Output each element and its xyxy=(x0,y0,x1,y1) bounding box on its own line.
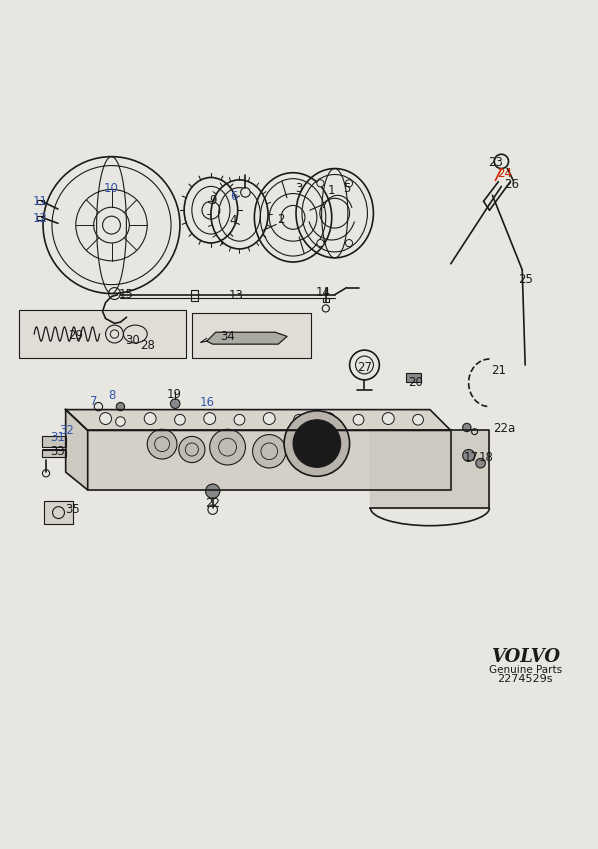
Text: Genuine Parts: Genuine Parts xyxy=(489,665,562,675)
Circle shape xyxy=(296,434,326,464)
Bar xyxy=(406,373,421,382)
Circle shape xyxy=(463,449,475,461)
Text: 27: 27 xyxy=(357,361,372,374)
Text: 6: 6 xyxy=(230,190,237,203)
Polygon shape xyxy=(207,332,287,344)
Text: 15: 15 xyxy=(119,289,134,301)
Text: 31: 31 xyxy=(50,431,65,444)
Circle shape xyxy=(382,413,394,424)
Text: 4: 4 xyxy=(230,214,237,227)
Circle shape xyxy=(100,413,111,424)
Circle shape xyxy=(476,458,486,468)
Circle shape xyxy=(284,411,350,476)
Circle shape xyxy=(106,325,123,343)
Circle shape xyxy=(94,402,103,411)
Text: 30: 30 xyxy=(125,334,140,347)
Circle shape xyxy=(293,419,341,467)
Bar xyxy=(323,298,329,302)
Circle shape xyxy=(147,430,177,459)
Bar xyxy=(191,290,198,301)
Text: 2274529s: 2274529s xyxy=(498,674,553,684)
Bar xyxy=(44,501,73,525)
Text: 9: 9 xyxy=(209,194,216,207)
Bar xyxy=(192,313,311,357)
Text: 11: 11 xyxy=(32,194,48,208)
Text: 5: 5 xyxy=(343,182,350,194)
Circle shape xyxy=(115,417,125,426)
Text: 14: 14 xyxy=(315,286,330,299)
Text: 17: 17 xyxy=(464,451,479,464)
Ellipse shape xyxy=(123,325,147,343)
Circle shape xyxy=(170,399,180,408)
Text: 2: 2 xyxy=(277,212,285,226)
Polygon shape xyxy=(66,409,88,490)
Bar xyxy=(37,200,44,205)
Text: VOLVO: VOLVO xyxy=(491,648,560,666)
Circle shape xyxy=(323,413,335,424)
Text: 13: 13 xyxy=(229,290,244,302)
Text: 18: 18 xyxy=(479,451,494,464)
Circle shape xyxy=(252,435,286,468)
Text: 20: 20 xyxy=(408,376,423,389)
Circle shape xyxy=(144,413,156,424)
Text: 7: 7 xyxy=(90,396,97,408)
Circle shape xyxy=(175,414,185,425)
Text: 25: 25 xyxy=(518,273,533,286)
Text: 23: 23 xyxy=(488,156,503,169)
Circle shape xyxy=(317,180,324,187)
Circle shape xyxy=(179,436,205,463)
Text: 10: 10 xyxy=(104,182,119,194)
Polygon shape xyxy=(88,430,451,490)
Text: 34: 34 xyxy=(220,330,235,343)
Text: 28: 28 xyxy=(140,339,155,351)
Bar xyxy=(37,216,44,221)
Circle shape xyxy=(110,330,118,338)
Text: 8: 8 xyxy=(108,390,115,402)
Circle shape xyxy=(234,414,245,425)
Circle shape xyxy=(206,484,220,498)
Text: 22a: 22a xyxy=(493,422,515,436)
Text: 16: 16 xyxy=(199,396,214,409)
Circle shape xyxy=(346,180,353,187)
Text: 29: 29 xyxy=(68,329,83,341)
Polygon shape xyxy=(66,409,451,430)
Text: 35: 35 xyxy=(65,503,80,515)
Circle shape xyxy=(346,239,353,247)
Text: 22: 22 xyxy=(205,497,220,509)
Circle shape xyxy=(317,239,324,247)
Text: 12: 12 xyxy=(32,212,48,225)
Circle shape xyxy=(116,402,124,411)
Circle shape xyxy=(294,414,304,425)
Circle shape xyxy=(210,430,245,465)
Text: 32: 32 xyxy=(59,424,74,437)
Text: 33: 33 xyxy=(51,445,65,458)
Polygon shape xyxy=(370,430,490,508)
Bar xyxy=(42,436,66,447)
Circle shape xyxy=(263,413,275,424)
Circle shape xyxy=(353,414,364,425)
Bar xyxy=(42,450,66,458)
Circle shape xyxy=(204,413,216,424)
Text: 3: 3 xyxy=(295,182,303,194)
Circle shape xyxy=(413,414,423,425)
Text: 26: 26 xyxy=(504,177,519,190)
Circle shape xyxy=(350,350,379,380)
Text: 1: 1 xyxy=(328,184,335,197)
Text: 24: 24 xyxy=(497,167,512,180)
Circle shape xyxy=(240,188,250,197)
Bar xyxy=(19,310,186,357)
Text: 21: 21 xyxy=(491,364,506,378)
Circle shape xyxy=(463,424,471,431)
Text: 19: 19 xyxy=(166,388,182,402)
Circle shape xyxy=(103,216,120,234)
